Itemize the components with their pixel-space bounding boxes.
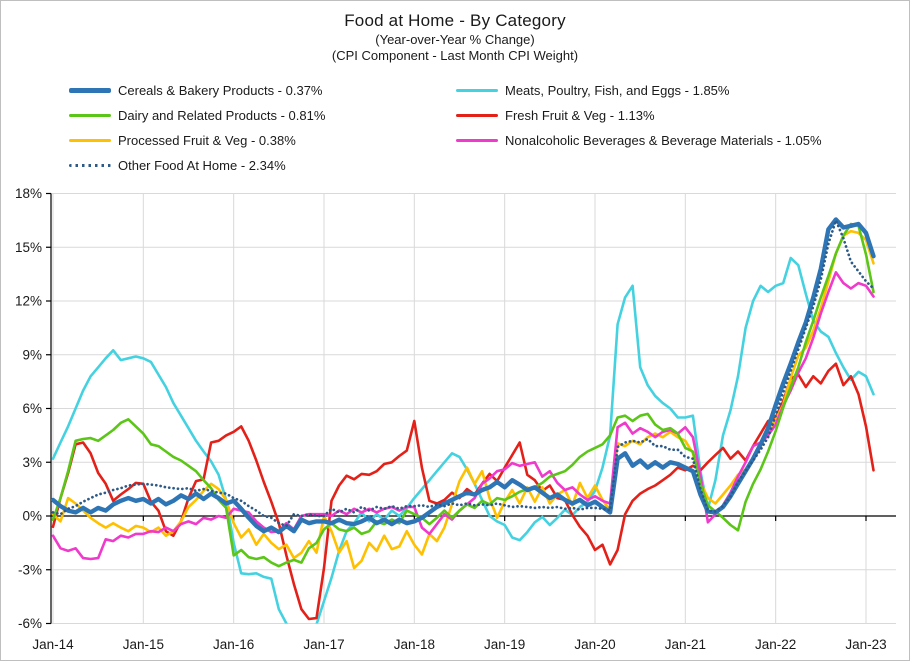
legend-swatch-nonalcoholic-beverages bbox=[456, 138, 498, 143]
legend-swatch-cereals-bakery bbox=[69, 88, 111, 93]
series-line-dairy-related bbox=[51, 222, 875, 568]
x-axis-label: Jan-17 bbox=[303, 637, 344, 652]
x-axis-label: Jan-16 bbox=[213, 637, 254, 652]
legend-label-fresh-fruit-veg: Fresh Fruit & Veg - 1.13% bbox=[505, 108, 655, 123]
legend-swatch-dairy-related bbox=[69, 113, 111, 118]
legend-item-nonalcoholic-beverages: Nonalcoholic Beverages & Beverage Materi… bbox=[456, 133, 822, 148]
legend-label-nonalcoholic-beverages: Nonalcoholic Beverages & Beverage Materi… bbox=[505, 133, 822, 148]
legend-label-other-food-at-home: Other Food At Home - 2.34% bbox=[118, 158, 286, 173]
legend-item-meats-poultry-fish-eggs: Meats, Poultry, Fish, and Eggs - 1.85% bbox=[456, 83, 822, 98]
legend-item-other-food-at-home: Other Food At Home - 2.34% bbox=[69, 158, 456, 173]
x-axis-label: Jan-21 bbox=[665, 637, 706, 652]
chart-subtitle-1: (Year-over-Year % Change) bbox=[375, 31, 535, 47]
legend-swatch-fresh-fruit-veg bbox=[456, 113, 498, 118]
series-line-meats-poultry-fish-eggs bbox=[51, 256, 875, 624]
legend-label-processed-fruit-veg: Processed Fruit & Veg - 0.38% bbox=[118, 133, 296, 148]
series-line-other-food-at-home bbox=[51, 219, 875, 528]
x-axis-label: Jan-14 bbox=[32, 637, 74, 652]
x-axis-label: Jan-15 bbox=[123, 637, 164, 652]
x-axis-label: Jan-23 bbox=[845, 637, 886, 652]
legend-label-meats-poultry-fish-eggs: Meats, Poultry, Fish, and Eggs - 1.85% bbox=[505, 83, 730, 98]
y-axis-label: 18% bbox=[15, 186, 42, 201]
series-line-cereals-bakery bbox=[51, 217, 876, 535]
y-axis-label: 12% bbox=[15, 294, 42, 309]
y-axis-label: 3% bbox=[22, 455, 42, 470]
x-axis-label: Jan-22 bbox=[755, 637, 796, 652]
y-axis-label: 0% bbox=[22, 509, 42, 524]
series-line-processed-fruit-veg bbox=[51, 229, 875, 570]
legend-label-cereals-bakery: Cereals & Bakery Products - 0.37% bbox=[118, 83, 323, 98]
legend-item-fresh-fruit-veg: Fresh Fruit & Veg - 1.13% bbox=[456, 108, 822, 123]
title-block: Food at Home - By Category (Year-over-Ye… bbox=[1, 11, 909, 64]
legend-swatch-meats-poultry-fish-eggs bbox=[456, 88, 498, 93]
x-axis-label: Jan-20 bbox=[574, 637, 615, 652]
y-axis-label: 15% bbox=[15, 240, 42, 255]
y-axis-label: -6% bbox=[18, 616, 42, 631]
y-axis-label: -3% bbox=[18, 562, 42, 577]
legend-swatch-processed-fruit-veg bbox=[69, 138, 111, 143]
y-axis-label: 9% bbox=[22, 347, 42, 362]
chart-title: Food at Home - By Category bbox=[344, 11, 566, 30]
legend-item-dairy-related: Dairy and Related Products - 0.81% bbox=[69, 108, 456, 123]
x-axis-label: Jan-19 bbox=[484, 637, 525, 652]
chart-subtitle-2: (CPI Component - Last Month CPI Weight) bbox=[331, 48, 579, 64]
legend: Cereals & Bakery Products - 0.37% Meats, … bbox=[69, 78, 822, 178]
legend-item-cereals-bakery: Cereals & Bakery Products - 0.37% bbox=[69, 83, 456, 98]
y-axis-label: 6% bbox=[22, 401, 42, 416]
legend-item-processed-fruit-veg: Processed Fruit & Veg - 0.38% bbox=[69, 133, 456, 148]
legend-label-dairy-related: Dairy and Related Products - 0.81% bbox=[118, 108, 326, 123]
legend-swatch-other-food-at-home bbox=[69, 164, 111, 167]
x-axis-label: Jan-18 bbox=[394, 637, 435, 652]
